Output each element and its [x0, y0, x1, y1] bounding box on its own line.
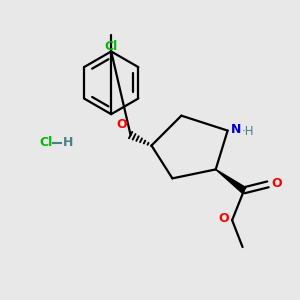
Text: N: N — [231, 124, 242, 136]
Text: O: O — [271, 177, 282, 190]
Polygon shape — [216, 169, 246, 193]
Text: H: H — [63, 136, 73, 149]
Text: O: O — [218, 212, 229, 226]
Text: Cl: Cl — [40, 136, 53, 149]
Text: O: O — [116, 118, 127, 131]
Text: Cl: Cl — [105, 40, 118, 52]
Text: ·H: ·H — [242, 125, 254, 138]
